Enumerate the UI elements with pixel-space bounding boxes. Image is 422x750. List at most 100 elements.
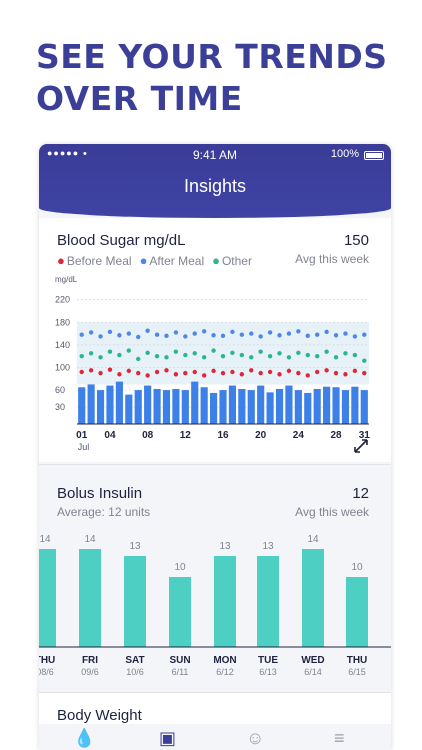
data-point: [126, 348, 132, 353]
y-tick-label: 100: [55, 362, 70, 372]
legend-other: ● Other: [212, 253, 252, 268]
data-point: [201, 329, 207, 334]
data-point: [220, 370, 226, 376]
bar: [125, 394, 133, 424]
bar: [172, 388, 180, 424]
data-point: [136, 370, 141, 376]
chart-icon[interactable]: ▣: [159, 728, 177, 748]
blood-sugar-title: Blood Sugar mg/dL: [57, 232, 186, 249]
status-time: 9:41 AM: [192, 148, 238, 162]
bar: [285, 385, 293, 424]
data-point: [239, 332, 245, 337]
bar: [228, 385, 236, 424]
y-tick-label: 60: [55, 385, 65, 395]
data-point: [98, 370, 103, 376]
data-point: [296, 350, 301, 355]
dot-icon: ●: [212, 253, 220, 268]
bar: [39, 549, 56, 647]
legend-after-meal: ● After Meal: [140, 253, 205, 268]
legend-other-label: Other: [221, 254, 252, 268]
x-tick-label: 28: [330, 430, 342, 441]
x-tick-day: FRI: [82, 655, 98, 666]
data-point: [164, 355, 169, 360]
data-point: [211, 368, 216, 374]
bar: [96, 390, 105, 424]
bar: [346, 577, 368, 647]
bolus-chart: 14THU08/614FRI09/613SAT10/610SUN6/1113MO…: [39, 534, 391, 677]
data-point: [249, 368, 254, 373]
bar: [153, 388, 161, 424]
app-header: ●●●●● • 9:41 AM 100% Insights: [39, 144, 391, 218]
data-point: [173, 330, 179, 335]
bolus-insulin-card[interactable]: Bolus Insulin Average: 12 units 12 Avg t…: [39, 464, 391, 690]
data-point: [324, 329, 329, 335]
x-tick-label: 01: [76, 430, 88, 441]
data-point: [305, 352, 310, 358]
bar: [266, 392, 274, 424]
data-point: [333, 355, 339, 360]
y-axis-unit: mg/dL: [55, 275, 78, 284]
data-point: [239, 372, 245, 377]
data-point: [126, 331, 132, 336]
drop-icon[interactable]: 💧: [73, 728, 96, 748]
blood-sugar-card[interactable]: Blood Sugar mg/dL 150 Avg this week ● Bef…: [39, 218, 391, 462]
bar: [351, 386, 359, 424]
bar: [144, 385, 152, 424]
data-point: [230, 350, 235, 355]
data-point: [79, 353, 84, 359]
data-point: [249, 331, 254, 336]
data-point: [286, 355, 292, 360]
x-tick-day: MON: [213, 655, 236, 666]
data-point: [145, 373, 150, 378]
data-point: [258, 349, 263, 354]
bar: [79, 549, 101, 647]
data-point: [333, 333, 339, 338]
y-tick-label: 30: [55, 402, 65, 412]
data-point: [352, 334, 358, 339]
wifi-icon: •: [83, 148, 87, 160]
data-point: [154, 332, 160, 337]
bar: [219, 390, 227, 424]
data-point: [79, 332, 84, 337]
data-point: [164, 368, 169, 373]
data-point: [136, 334, 141, 340]
data-point: [352, 352, 358, 358]
bar: [360, 390, 368, 424]
data-point: [277, 333, 282, 338]
data-point: [183, 334, 188, 339]
bar: [257, 556, 279, 647]
data-point: [164, 333, 169, 339]
bar: [304, 392, 312, 424]
data-point: [211, 348, 216, 353]
data-point: [88, 351, 94, 356]
bar: [302, 549, 324, 647]
data-point: [173, 372, 179, 377]
x-tick-label: 04: [104, 430, 116, 441]
x-tick-date: 09/6: [81, 667, 99, 677]
x-tick-label: 31: [359, 430, 371, 441]
data-point: [107, 367, 113, 372]
page-title: Insights: [183, 176, 247, 196]
data-point: [79, 369, 84, 375]
data-point: [220, 353, 226, 359]
x-tick-label: 20: [255, 430, 267, 441]
bar: [115, 381, 123, 424]
data-point: [98, 334, 103, 339]
expand-icon[interactable]: [354, 439, 368, 453]
data-point: [267, 330, 273, 335]
bar: [275, 388, 284, 424]
menu-icon[interactable]: ≡: [334, 728, 345, 748]
x-tick-label: 12: [180, 430, 192, 441]
legend-after-meal-label: After Meal: [149, 254, 205, 268]
data-point: [126, 368, 132, 374]
x-tick-date: 6/13: [259, 667, 277, 677]
data-point: [201, 373, 207, 378]
data-point: [343, 331, 348, 336]
smile-icon[interactable]: ☺: [246, 728, 265, 748]
headline-line-1: SEE YOUR TRENDS: [36, 37, 388, 76]
bolus-avg-value: 12: [352, 485, 369, 502]
data-point: [277, 351, 282, 356]
bar-value-label: 13: [129, 541, 141, 552]
bar: [214, 556, 236, 647]
blood-sugar-chart: mg/dL 220 180 140 100 60 30 01 04 08 12 16 20 24 28 31 J…: [55, 275, 371, 453]
